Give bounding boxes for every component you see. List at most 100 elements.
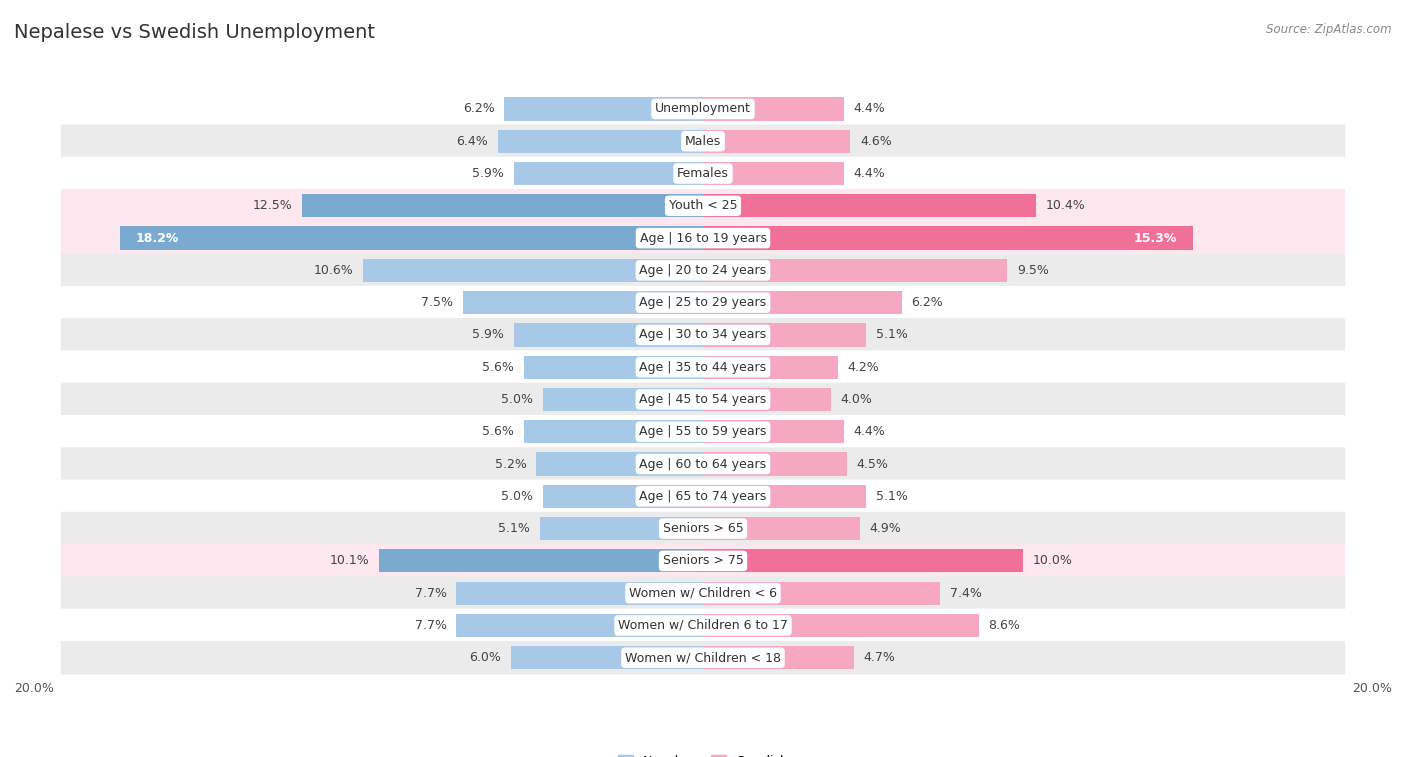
- Text: Females: Females: [678, 167, 728, 180]
- Bar: [703, 420, 844, 444]
- Text: 5.0%: 5.0%: [501, 393, 533, 406]
- Text: Women w/ Children 6 to 17: Women w/ Children 6 to 17: [619, 619, 787, 632]
- Bar: [543, 484, 703, 508]
- Bar: [540, 517, 703, 540]
- Text: Age | 20 to 24 years: Age | 20 to 24 years: [640, 264, 766, 277]
- Bar: [703, 388, 831, 411]
- Bar: [515, 162, 703, 185]
- Text: Age | 60 to 64 years: Age | 60 to 64 years: [640, 457, 766, 471]
- Text: Age | 45 to 54 years: Age | 45 to 54 years: [640, 393, 766, 406]
- Bar: [505, 98, 703, 120]
- Text: 4.5%: 4.5%: [856, 457, 889, 471]
- Bar: [703, 484, 866, 508]
- Text: 5.1%: 5.1%: [876, 329, 908, 341]
- Text: Source: ZipAtlas.com: Source: ZipAtlas.com: [1267, 23, 1392, 36]
- Bar: [703, 129, 851, 153]
- Text: 4.0%: 4.0%: [841, 393, 873, 406]
- Text: 5.9%: 5.9%: [472, 329, 505, 341]
- Bar: [703, 259, 1008, 282]
- Text: Males: Males: [685, 135, 721, 148]
- FancyBboxPatch shape: [60, 544, 1346, 578]
- FancyBboxPatch shape: [60, 189, 1346, 223]
- Bar: [363, 259, 703, 282]
- Text: 7.7%: 7.7%: [415, 619, 447, 632]
- Bar: [302, 195, 703, 217]
- FancyBboxPatch shape: [60, 609, 1346, 642]
- Bar: [543, 388, 703, 411]
- FancyBboxPatch shape: [60, 254, 1346, 287]
- Bar: [703, 550, 1024, 572]
- Text: 5.6%: 5.6%: [482, 425, 515, 438]
- Text: 8.6%: 8.6%: [988, 619, 1021, 632]
- Text: 12.5%: 12.5%: [253, 199, 292, 212]
- Bar: [703, 453, 848, 475]
- Text: 6.2%: 6.2%: [911, 296, 943, 309]
- Text: Seniors > 75: Seniors > 75: [662, 554, 744, 568]
- Text: Nepalese vs Swedish Unemployment: Nepalese vs Swedish Unemployment: [14, 23, 375, 42]
- Text: 5.6%: 5.6%: [482, 360, 515, 374]
- Bar: [523, 420, 703, 444]
- Bar: [120, 226, 703, 250]
- Bar: [498, 129, 703, 153]
- Text: Age | 30 to 34 years: Age | 30 to 34 years: [640, 329, 766, 341]
- FancyBboxPatch shape: [60, 92, 1346, 126]
- Bar: [523, 356, 703, 378]
- Text: Age | 35 to 44 years: Age | 35 to 44 years: [640, 360, 766, 374]
- Text: 18.2%: 18.2%: [136, 232, 179, 245]
- Bar: [703, 646, 853, 669]
- Text: Unemployment: Unemployment: [655, 102, 751, 116]
- Text: 6.2%: 6.2%: [463, 102, 495, 116]
- Bar: [703, 226, 1194, 250]
- Text: Women w/ Children < 18: Women w/ Children < 18: [626, 651, 780, 664]
- Text: 10.0%: 10.0%: [1033, 554, 1073, 568]
- FancyBboxPatch shape: [60, 447, 1346, 481]
- Text: Women w/ Children < 6: Women w/ Children < 6: [628, 587, 778, 600]
- Text: Youth < 25: Youth < 25: [669, 199, 737, 212]
- FancyBboxPatch shape: [60, 286, 1346, 319]
- Text: Seniors > 65: Seniors > 65: [662, 522, 744, 535]
- Legend: Nepalese, Swedish: Nepalese, Swedish: [613, 750, 793, 757]
- Bar: [463, 291, 703, 314]
- Text: 7.5%: 7.5%: [420, 296, 453, 309]
- Text: 4.7%: 4.7%: [863, 651, 896, 664]
- FancyBboxPatch shape: [60, 576, 1346, 610]
- Text: 6.0%: 6.0%: [470, 651, 501, 664]
- Bar: [703, 356, 838, 378]
- Text: 5.1%: 5.1%: [498, 522, 530, 535]
- Bar: [703, 162, 844, 185]
- Text: 4.2%: 4.2%: [848, 360, 879, 374]
- Text: 4.4%: 4.4%: [853, 167, 886, 180]
- Bar: [703, 291, 901, 314]
- FancyBboxPatch shape: [60, 157, 1346, 190]
- FancyBboxPatch shape: [60, 641, 1346, 674]
- Text: 4.4%: 4.4%: [853, 425, 886, 438]
- Bar: [515, 323, 703, 347]
- Bar: [536, 453, 703, 475]
- Bar: [703, 323, 866, 347]
- Bar: [703, 614, 979, 637]
- FancyBboxPatch shape: [60, 383, 1346, 416]
- Text: 15.3%: 15.3%: [1133, 232, 1177, 245]
- FancyBboxPatch shape: [60, 350, 1346, 384]
- Bar: [703, 581, 941, 605]
- Bar: [510, 646, 703, 669]
- Text: Age | 25 to 29 years: Age | 25 to 29 years: [640, 296, 766, 309]
- Text: 7.7%: 7.7%: [415, 587, 447, 600]
- FancyBboxPatch shape: [60, 318, 1346, 352]
- Text: 5.0%: 5.0%: [501, 490, 533, 503]
- Bar: [703, 195, 1036, 217]
- Text: 5.1%: 5.1%: [876, 490, 908, 503]
- Bar: [457, 614, 703, 637]
- Text: 6.4%: 6.4%: [457, 135, 488, 148]
- Text: Age | 65 to 74 years: Age | 65 to 74 years: [640, 490, 766, 503]
- Text: 10.1%: 10.1%: [330, 554, 370, 568]
- Text: 10.4%: 10.4%: [1046, 199, 1085, 212]
- Text: Age | 16 to 19 years: Age | 16 to 19 years: [640, 232, 766, 245]
- Text: 9.5%: 9.5%: [1017, 264, 1049, 277]
- Text: Age | 55 to 59 years: Age | 55 to 59 years: [640, 425, 766, 438]
- Bar: [457, 581, 703, 605]
- Text: 4.6%: 4.6%: [860, 135, 891, 148]
- FancyBboxPatch shape: [60, 221, 1346, 255]
- FancyBboxPatch shape: [60, 124, 1346, 158]
- Bar: [703, 98, 844, 120]
